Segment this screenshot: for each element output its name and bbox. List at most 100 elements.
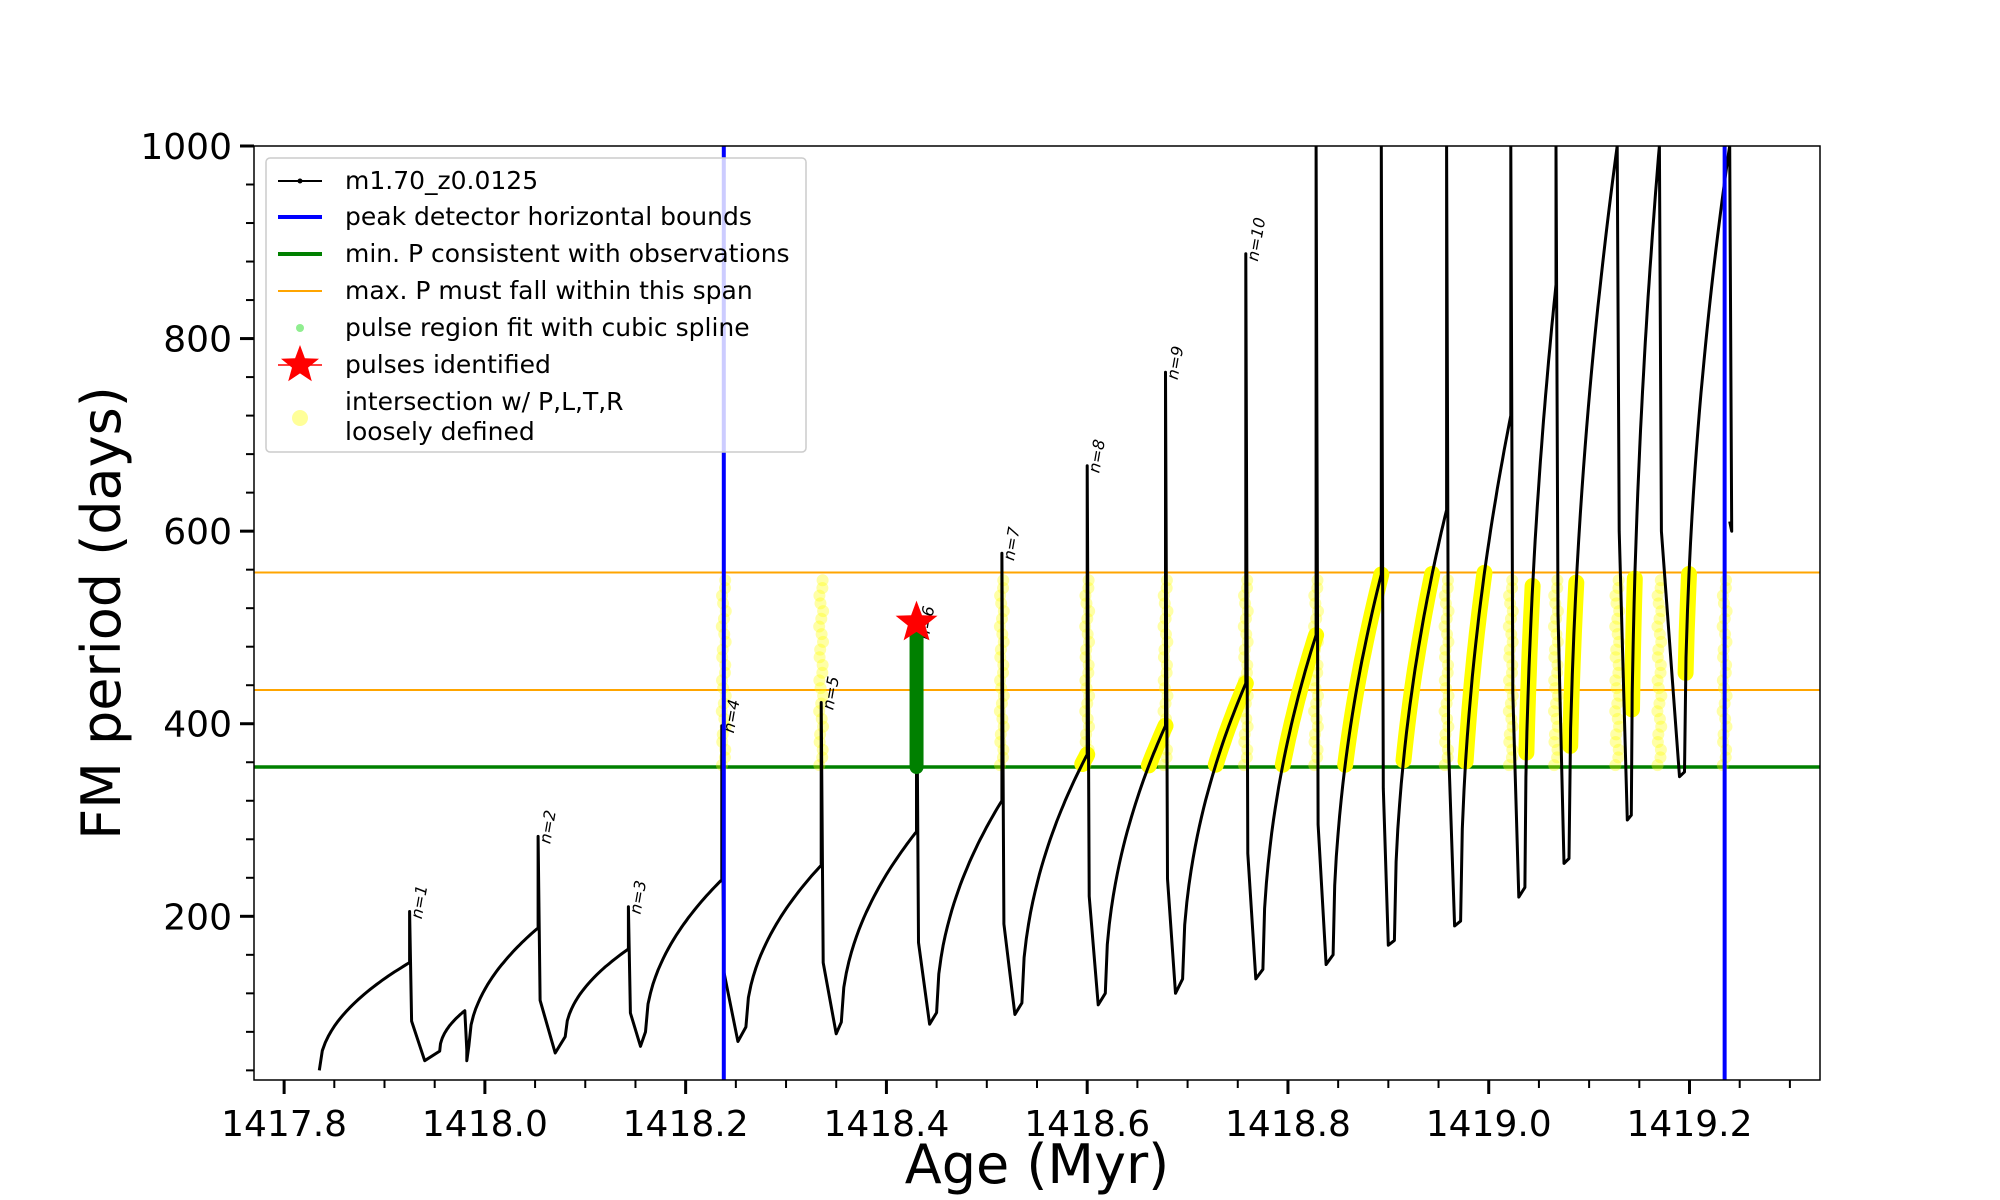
intersection-marker [1654,666,1667,679]
intersection-marker [817,689,830,702]
y-tick-label: 800 [163,320,232,361]
intersection-marker [1502,759,1515,772]
pulse-label: n=8 [1084,438,1109,475]
legend-label: min. P consistent with observations [345,239,790,268]
legend-swatch [296,324,304,332]
intersection-marker [1610,597,1623,610]
x-tick-label: 1418.2 [623,1104,749,1145]
intersection-marker [817,605,830,618]
intersection-marker [1503,736,1516,749]
intersection-marker [1609,674,1622,687]
x-tick-label: 1417.8 [221,1104,347,1145]
intersection-marker [1548,705,1561,718]
intersection-marker [1651,620,1664,633]
pulse-label: n=3 [626,879,651,916]
intersection-marker [1548,728,1561,741]
intersection-marker [1655,689,1668,702]
intersection-marker [1613,689,1626,702]
intersection-marker [1609,589,1622,602]
intersection-marker [1610,728,1623,741]
intersection-marker [1652,597,1665,610]
pulse-label: n=9 [1163,344,1188,381]
intersection-marker [813,651,826,664]
legend-label: intersection w/ P,L,T,R [345,387,624,416]
intersection-marker [1548,736,1561,749]
intersection-marker [1654,658,1667,671]
intersection-marker [816,574,829,587]
x-tick-label: 1418.0 [422,1104,548,1145]
x-tick-label: 1418.8 [1225,1104,1351,1145]
intersection-marker [1609,620,1622,633]
intersection-marker [816,581,829,594]
intersection-marker [814,597,827,610]
y-tick-label: 600 [163,512,232,553]
legend-label: pulse region fit with cubic spline [345,313,750,342]
intersection-marker [1651,589,1664,602]
intersection-marker [1612,574,1625,587]
intersection-marker [813,620,826,633]
intersection-marker [1652,682,1665,695]
intersection-marker [1651,736,1664,749]
intersection-marker [814,682,827,695]
y-tick-label: 200 [163,897,232,938]
intersection-marker [1651,651,1664,664]
x-tick-label: 1418.4 [823,1104,949,1145]
intersection-marker [1609,736,1622,749]
intersection-marker [815,628,828,641]
intersection-marker [815,612,828,625]
intersection-marker [1611,697,1624,710]
intersection-marker [1654,751,1667,764]
intersection-marker [1651,759,1664,772]
intersection-marker [1653,628,1666,641]
intersection-marker [1653,712,1666,725]
axes: 1417.8 1418.0 1418.2 1418.4 1418.6 1418.8 1419… [140,127,1791,1145]
intersection-marker [1611,712,1624,725]
intersection-marker [1653,612,1666,625]
intersection-marker [1655,605,1668,618]
pulse-label: n=1 [407,884,432,921]
intersection-marker [1653,697,1666,710]
intersection-marker [1655,635,1668,648]
intersection-marker [813,674,826,687]
pulse-label: n=7 [999,525,1024,562]
intersection-marker [1612,743,1625,756]
x-tick-label: 1418.6 [1024,1104,1150,1145]
x-axis-title: Age (Myr) [905,1133,1170,1196]
intersection-marker [1548,674,1561,687]
y-tick-label: 400 [163,705,232,746]
legend-frame [265,157,807,453]
legend-label-line2: loosely defined [345,417,535,446]
intersection-marker [1651,674,1664,687]
legend-label: pulses identified [345,350,551,379]
intersection-marker [1609,759,1622,772]
legend-swatch [281,345,319,382]
intersection-marker [1651,705,1664,718]
intersection-marker [813,589,826,602]
evolution-track [317,146,1734,1071]
intersection-marker [816,666,829,679]
intersection-marker [1548,651,1561,664]
intersection-marker [1612,666,1625,679]
intersection-marker [1548,759,1561,772]
pulse-label: n=2 [535,809,560,846]
intersection-marker [814,643,827,656]
pulse-label: n=10 [1243,216,1269,263]
intersection-marker [817,635,830,648]
y-tick-label: 1000 [140,127,232,168]
legend-label: peak detector horizontal bounds [345,202,752,231]
legend-swatch [292,410,308,426]
intersection-marker [1610,682,1623,695]
pulse-identified-star [895,600,938,641]
intersection-marker [1612,751,1625,764]
plot-area: n=1n=2n=3n=4n=5n=6n=7n=8n=9n=10 [254,146,1820,1080]
intersection-marker [816,658,829,671]
x-tick-label: 1419.2 [1627,1104,1753,1145]
intersection-marker [1610,643,1623,656]
legend-label: max. P must fall within this span [345,276,753,305]
intersection-marker [1652,643,1665,656]
intersection-marker [1655,720,1668,733]
legend-label: m1.70_z0.0125 [345,166,538,195]
intersection-marker [1654,743,1667,756]
